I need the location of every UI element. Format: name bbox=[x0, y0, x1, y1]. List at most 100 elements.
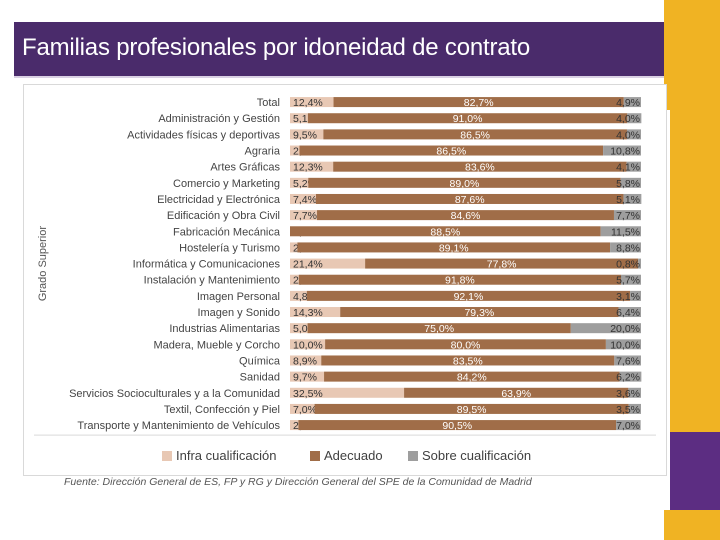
bar-segment bbox=[290, 145, 300, 156]
bar-segment bbox=[614, 355, 641, 366]
data-label: 83,6% bbox=[465, 162, 495, 174]
bar-segment bbox=[290, 97, 334, 108]
data-label: 84,2% bbox=[457, 372, 487, 384]
category-label: Química bbox=[239, 355, 281, 367]
bar-segment bbox=[290, 193, 316, 204]
data-label: 92,1% bbox=[454, 291, 484, 303]
data-label: 91,8% bbox=[445, 275, 475, 287]
data-label: 7,6% bbox=[616, 355, 640, 367]
stacked-bar-chart: Grado Superior Total 12,4% 82,7% 4,9% Adminis… bbox=[34, 97, 656, 463]
data-label: 4,0% bbox=[616, 113, 640, 125]
bar-segment bbox=[404, 387, 629, 398]
bar-segment bbox=[618, 307, 641, 318]
data-label: 82,7% bbox=[464, 97, 494, 109]
bar-segment bbox=[299, 145, 604, 156]
data-label: 7,4% bbox=[293, 194, 317, 206]
bar-segment bbox=[290, 323, 308, 334]
category-label: Agraria bbox=[245, 146, 281, 158]
data-label: 91,0% bbox=[453, 113, 483, 125]
data-label: 4,1% bbox=[616, 162, 640, 174]
data-label: 4,0% bbox=[616, 129, 640, 141]
bar-segment bbox=[638, 258, 641, 269]
data-label: 63,9% bbox=[501, 388, 531, 400]
bar-segment bbox=[626, 129, 641, 140]
category-label: Actividades físicas y deportivas bbox=[127, 129, 280, 141]
legend-label: Infra cualificación bbox=[176, 448, 276, 463]
bar-segment bbox=[290, 355, 322, 366]
data-label: 32,5% bbox=[293, 388, 323, 400]
data-label: 9,7% bbox=[293, 372, 317, 384]
bar-segment bbox=[620, 177, 641, 188]
data-label: 89,1% bbox=[439, 242, 469, 254]
category-label: Imagen Personal bbox=[197, 291, 280, 303]
bar-segment bbox=[290, 387, 405, 398]
category-label: Fabricación Mecánica bbox=[173, 226, 281, 238]
data-label: 21,4% bbox=[293, 259, 323, 271]
category-label: Madera, Mueble y Corcho bbox=[153, 339, 280, 351]
data-label: 84,6% bbox=[451, 210, 481, 222]
bar-segment bbox=[290, 290, 307, 301]
data-label: 20,0% bbox=[610, 323, 640, 335]
bar-segment bbox=[290, 113, 308, 124]
data-label: 77,8% bbox=[487, 259, 517, 271]
bar-segment bbox=[290, 307, 341, 318]
data-label: 5,1% bbox=[616, 194, 640, 206]
bar-segment bbox=[627, 113, 642, 124]
bar-segment bbox=[605, 339, 641, 350]
bar-segment bbox=[623, 97, 641, 108]
bar-segment bbox=[297, 242, 611, 253]
data-label: 6,4% bbox=[616, 307, 640, 319]
data-label: 8,8% bbox=[616, 242, 640, 254]
data-label: 5,8% bbox=[616, 178, 640, 190]
category-label: Comercio y Marketing bbox=[173, 178, 280, 190]
bar-segment bbox=[314, 403, 629, 414]
bar-segment bbox=[570, 323, 641, 334]
data-label: 7,7% bbox=[293, 210, 317, 222]
category-label: Administración y Gestión bbox=[158, 113, 280, 125]
bar-segment bbox=[623, 193, 642, 204]
bar-segment bbox=[307, 113, 628, 124]
group-axis-label: Grado Superior bbox=[37, 226, 49, 302]
bar-segment bbox=[317, 210, 614, 221]
data-label: 11,5% bbox=[611, 226, 640, 238]
data-label: 7,0% bbox=[616, 420, 640, 432]
bar-segment bbox=[290, 210, 318, 221]
slide-title: Familias profesionales por idoneidad de … bbox=[22, 34, 531, 61]
bar-segment bbox=[290, 258, 366, 269]
data-label: 83,5% bbox=[453, 355, 483, 367]
legend-swatch bbox=[408, 451, 418, 461]
legend-swatch bbox=[162, 451, 172, 461]
bar-segment bbox=[308, 177, 621, 188]
bar-segment bbox=[290, 129, 324, 140]
category-label: Textil, Confección y Piel bbox=[164, 404, 280, 416]
bar-segment bbox=[610, 242, 641, 253]
bar-segment bbox=[298, 420, 617, 431]
category-label: Informática y Comunicaciones bbox=[133, 259, 281, 271]
bar-segment bbox=[628, 403, 641, 414]
bar-segment bbox=[307, 323, 571, 334]
bar-segment bbox=[290, 339, 326, 350]
data-label: 4,9% bbox=[616, 97, 640, 109]
data-label: 89,0% bbox=[450, 178, 480, 190]
bar-segment bbox=[619, 371, 642, 382]
data-label: 75,0% bbox=[424, 323, 454, 335]
data-label: 10,8% bbox=[610, 146, 640, 158]
legend-label: Sobre cualificación bbox=[422, 448, 531, 463]
accent-strip-divider bbox=[664, 110, 670, 510]
bar-segment bbox=[613, 210, 641, 221]
category-label: Imagen y Sonido bbox=[197, 307, 280, 319]
data-label: 3,1% bbox=[616, 291, 640, 303]
data-label: 88,5% bbox=[430, 226, 460, 238]
category-label: Edificación y Obra Civil bbox=[167, 210, 280, 222]
bar-segment bbox=[626, 161, 641, 172]
legend-label: Adecuado bbox=[324, 448, 383, 463]
bar-segment bbox=[620, 274, 641, 285]
category-label: Servicios Socioculturales y a la Comunid… bbox=[69, 388, 280, 400]
bar-segment bbox=[290, 274, 299, 285]
bar-segment bbox=[630, 290, 641, 301]
category-label: Total bbox=[257, 97, 280, 109]
category-label: Electricidad y Electrónica bbox=[157, 194, 281, 206]
data-label: 7,0% bbox=[293, 404, 317, 416]
data-label: 10,0% bbox=[610, 339, 640, 351]
bar-segment bbox=[290, 403, 315, 414]
